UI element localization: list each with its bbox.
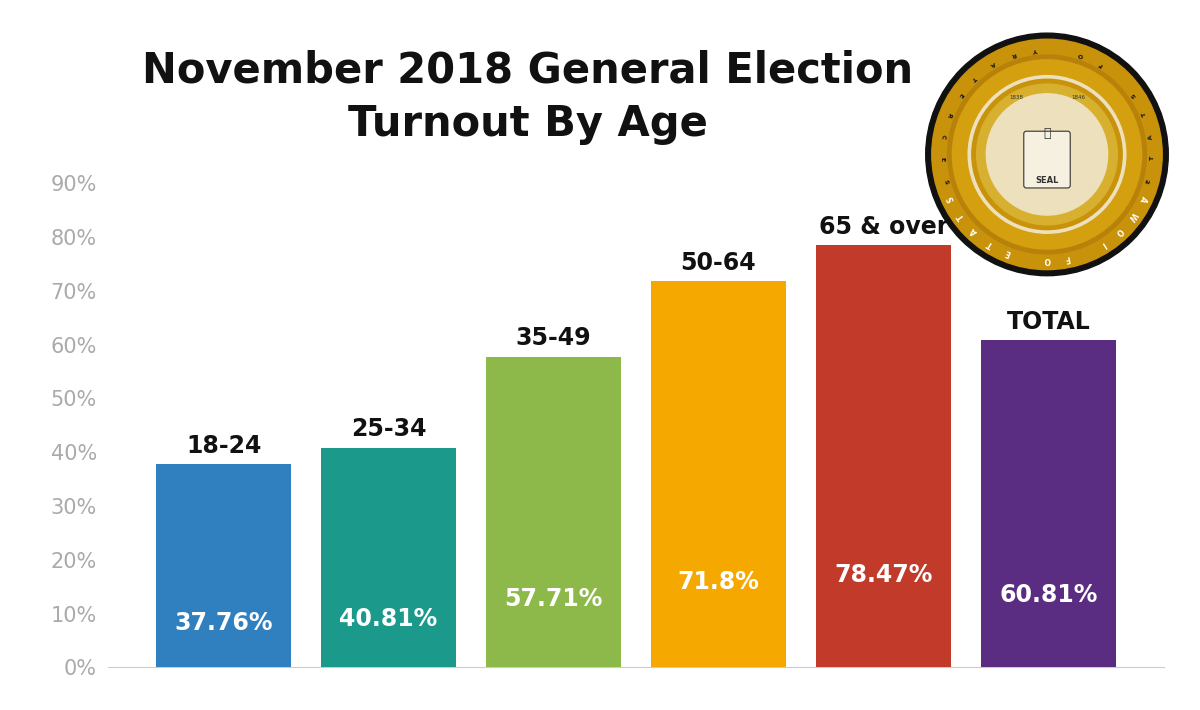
Text: C: C [940,134,946,139]
Text: 60.81%: 60.81% [1000,584,1098,608]
Text: 37.76%: 37.76% [174,611,272,635]
Bar [980,340,1116,667]
Text: E: E [956,92,964,98]
Text: E: E [1004,247,1012,258]
Text: SEAL: SEAL [1036,175,1058,185]
Text: A: A [1138,195,1148,204]
Circle shape [977,84,1117,225]
Text: O: O [1114,226,1124,236]
Text: T: T [972,75,978,81]
Text: T: T [956,212,967,221]
FancyBboxPatch shape [1024,131,1070,188]
Text: November 2018 General Election: November 2018 General Election [143,50,913,92]
Text: E: E [940,157,944,162]
Circle shape [986,94,1108,215]
Text: O: O [1044,256,1050,264]
Bar [156,464,292,667]
Circle shape [953,60,1141,249]
Text: Y: Y [1033,47,1038,53]
Text: S: S [946,195,956,203]
Text: 1846: 1846 [1070,95,1085,100]
Text: 18-24: 18-24 [186,434,262,458]
Text: A: A [970,226,980,236]
Text: W: W [1127,210,1139,222]
Circle shape [932,39,1162,270]
Bar [320,448,456,667]
Text: TOTAL: TOTAL [1007,310,1091,334]
Bar [816,245,952,667]
Text: A: A [990,60,996,67]
Text: 71.8%: 71.8% [678,570,760,594]
Circle shape [968,75,1126,234]
Text: F: F [1098,60,1104,67]
Bar [650,281,786,667]
Circle shape [948,55,1146,254]
Text: T: T [985,238,995,248]
Text: 40.81%: 40.81% [340,607,438,631]
Text: F: F [1063,253,1070,263]
Text: T: T [1141,112,1148,118]
Circle shape [925,33,1169,275]
Bar [486,357,622,667]
Text: 25-34: 25-34 [350,417,426,442]
Text: 65 & over: 65 & over [818,214,948,239]
Text: T: T [1150,157,1154,161]
Text: 🦅: 🦅 [1043,127,1051,141]
Text: 35-49: 35-49 [516,327,592,351]
Text: 78.47%: 78.47% [834,562,932,586]
Text: 57.71%: 57.71% [504,587,602,611]
Text: A: A [1148,133,1154,139]
Circle shape [972,80,1122,229]
Text: R: R [946,111,953,118]
Text: 1838: 1838 [1009,95,1024,100]
Text: R: R [1010,51,1016,58]
Text: I: I [1100,239,1108,248]
Text: E: E [1146,179,1152,185]
Text: S: S [1130,92,1138,98]
Text: S: S [942,179,948,185]
Text: 50-64: 50-64 [680,251,756,275]
Text: O: O [1078,51,1084,58]
Text: Turnout By Age: Turnout By Age [348,103,708,145]
